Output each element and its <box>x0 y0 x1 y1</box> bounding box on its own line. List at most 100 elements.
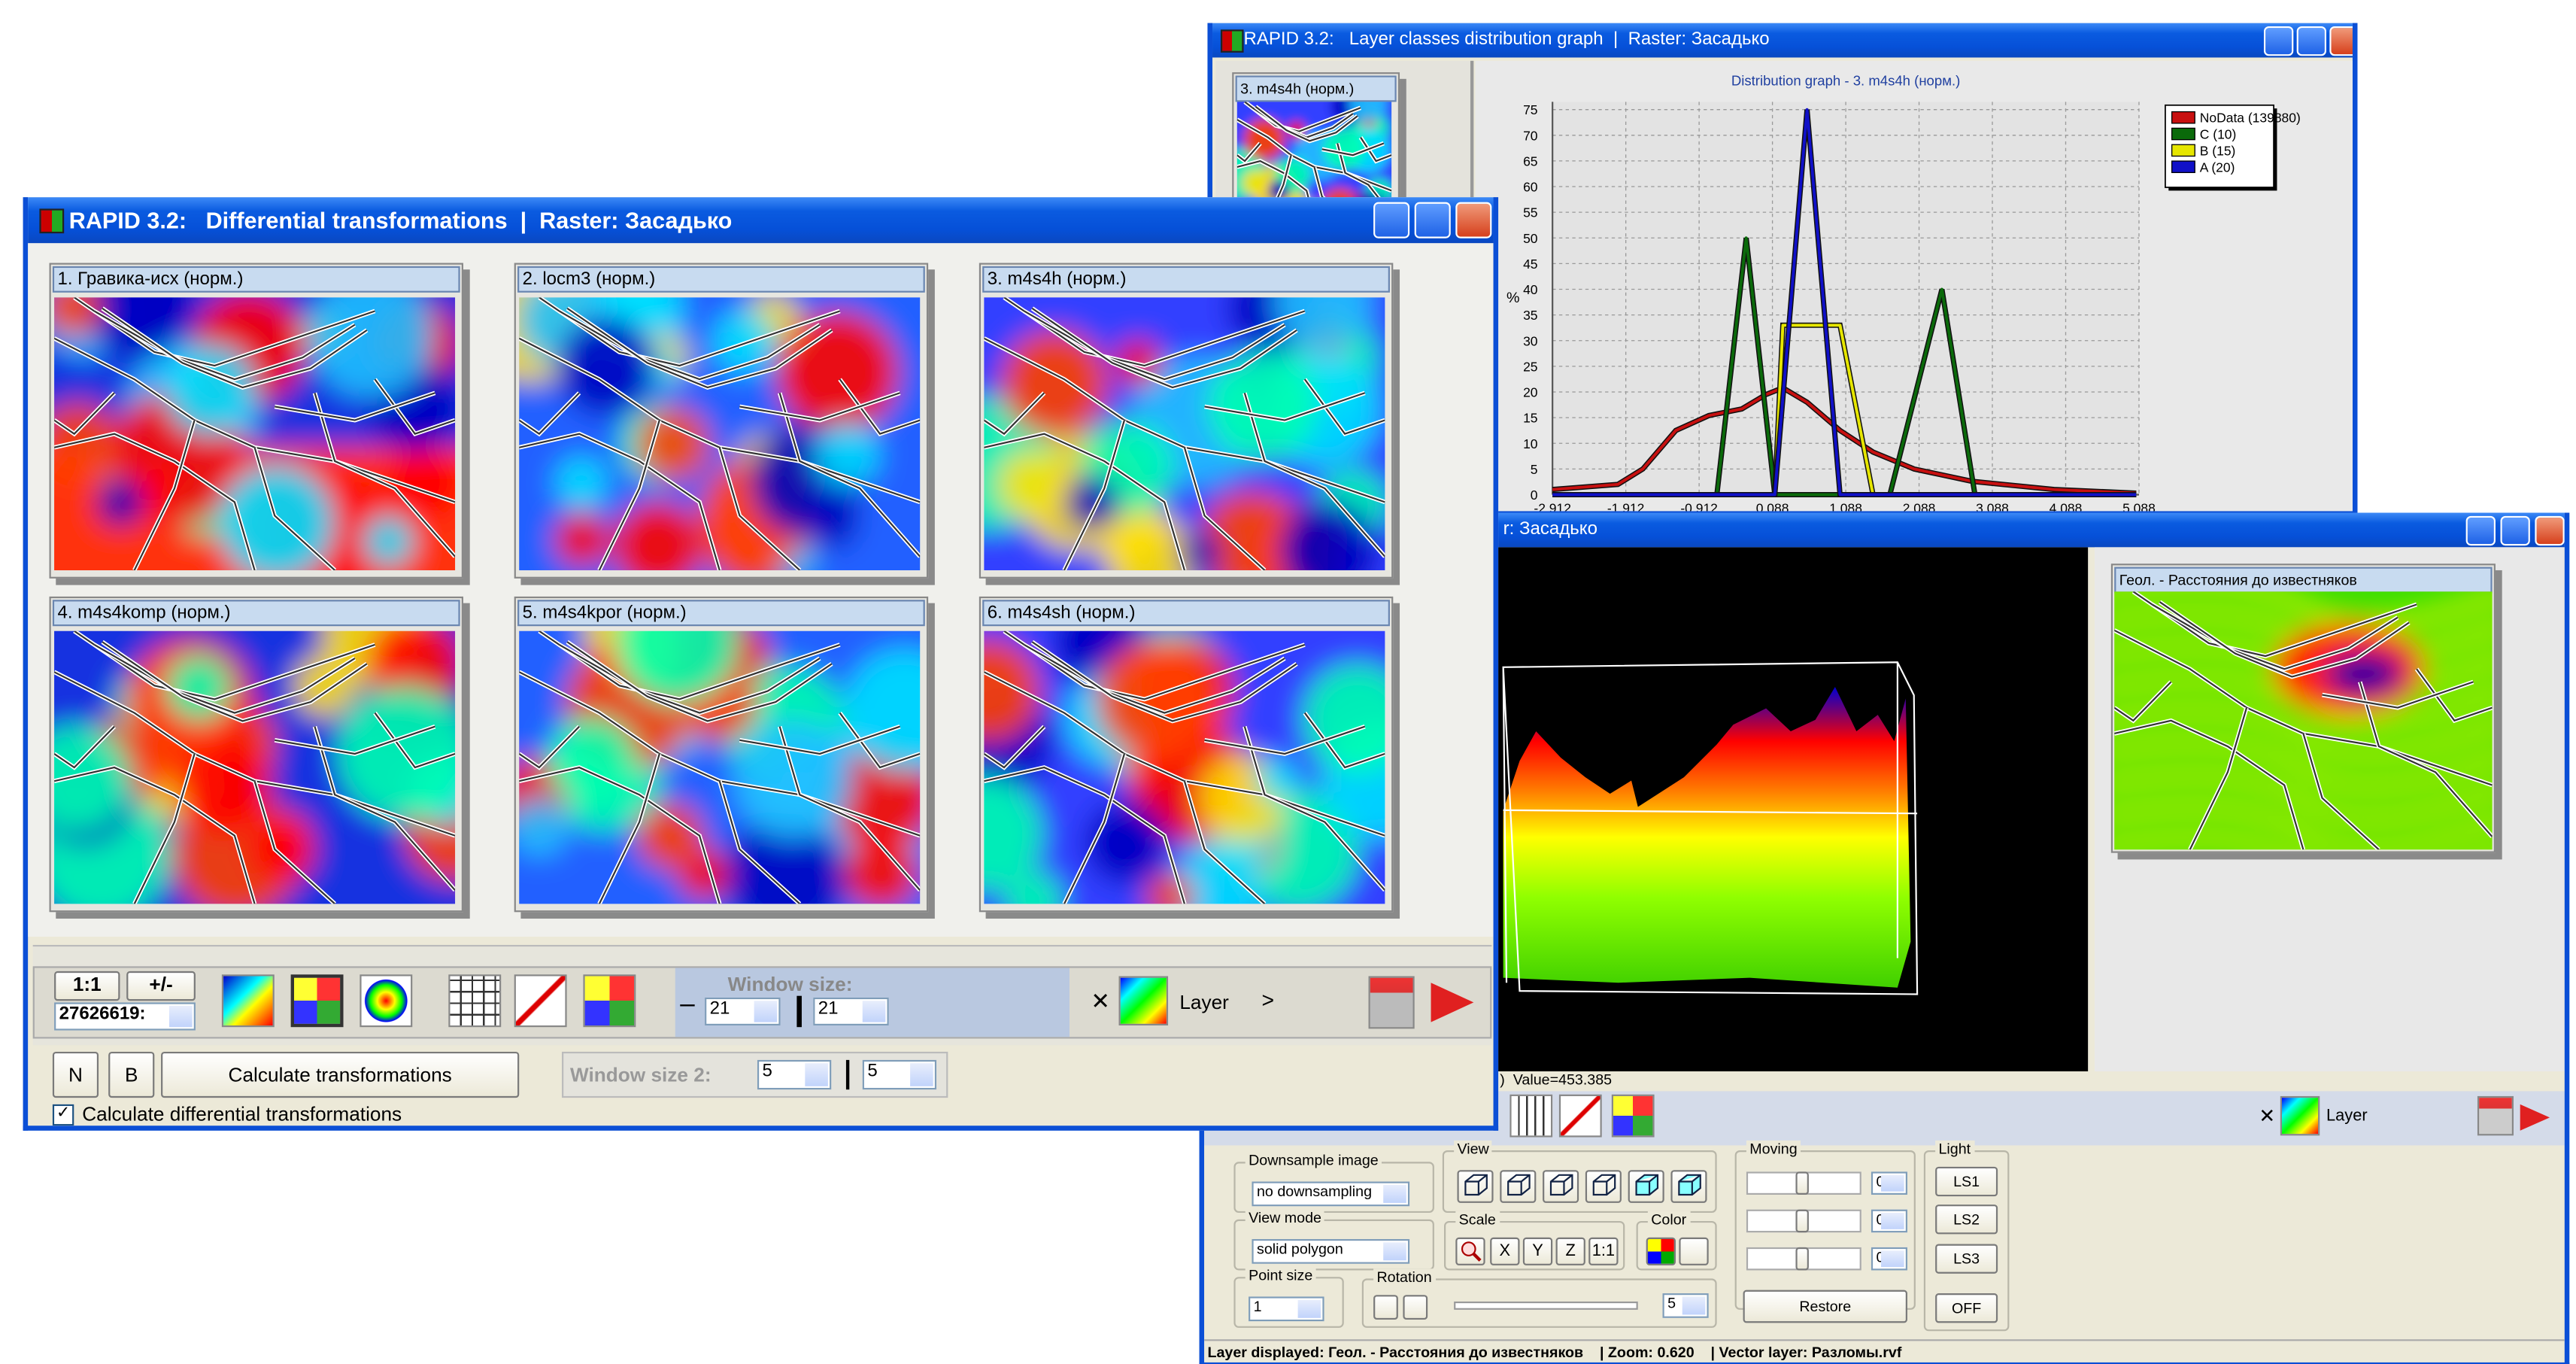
cube-icon <box>1635 1174 1659 1196</box>
zoom-button[interactable] <box>1455 1237 1485 1265</box>
fault-line <box>1024 310 1285 381</box>
view-group: View <box>1442 1140 1717 1214</box>
maximize-button[interactable] <box>2500 515 2530 546</box>
layer-label[interactable]: Layer <box>1179 991 1229 1014</box>
checkbox-label[interactable]: Calculate differential transformations <box>82 1102 402 1126</box>
profile-tool[interactable] <box>514 974 567 1028</box>
raster-panel[interactable]: 1. Гравика-исх (норм.) <box>28 247 488 721</box>
zoom-button[interactable]: 1:1 <box>54 971 120 1001</box>
zoom-icon <box>1461 1241 1482 1262</box>
restore-button[interactable]: Restore <box>1743 1290 1907 1323</box>
scale-button[interactable]: X <box>1490 1237 1520 1265</box>
maximize-button[interactable] <box>2296 26 2326 56</box>
window-size2-b[interactable]: 5 <box>862 1059 937 1090</box>
rotation-input[interactable]: 5 <box>1662 1293 1709 1318</box>
window-size-b[interactable]: 21 <box>813 997 889 1026</box>
light-button[interactable]: OFF <box>1935 1293 1998 1323</box>
stop-button[interactable] <box>1403 1295 1428 1320</box>
classes-tool[interactable] <box>290 974 344 1028</box>
minimize-button[interactable] <box>2465 515 2496 546</box>
scale-select[interactable]: 27626619: <box>54 1002 196 1031</box>
map-tool[interactable] <box>221 974 275 1028</box>
layer-icon[interactable] <box>1118 976 1169 1026</box>
view-button[interactable] <box>1585 1170 1622 1203</box>
classes2-tool[interactable] <box>583 974 636 1028</box>
slider-thumb[interactable] <box>1795 1171 1809 1195</box>
view-button[interactable] <box>1500 1170 1537 1203</box>
close-layer-icon[interactable]: ✕ <box>1091 987 1111 1014</box>
fault-line <box>2189 707 2248 850</box>
side-map-panel[interactable]: Геол. - Расстояния до известняков <box>2081 558 2526 887</box>
checkbox[interactable]: ✓ <box>52 1104 74 1126</box>
group-label: Light <box>1935 1140 1974 1157</box>
run-arrow[interactable] <box>2520 1104 2550 1131</box>
light-button[interactable]: LS2 <box>1935 1205 1998 1235</box>
moving-input[interactable]: 0 <box>1871 1209 1907 1233</box>
slider-thumb[interactable] <box>1795 1209 1809 1233</box>
close-layer-icon[interactable]: ✕ <box>2259 1104 2276 1128</box>
plus-minus-button[interactable]: +/- <box>126 971 196 1001</box>
raster-panel[interactable]: 4. m4s4komp (норм.) <box>28 579 502 937</box>
x-tick-label: 3.088 <box>1976 501 2009 516</box>
raster-panel[interactable]: 6. m4s4sh (норм.) <box>929 596 1440 937</box>
rotation-slider[interactable] <box>1454 1301 1638 1310</box>
y-axis-label: % <box>1506 290 1519 306</box>
raster-panel[interactable]: 3. m4s4h (норм.) <box>924 251 1418 606</box>
fault-line <box>1303 378 1385 435</box>
close-button[interactable] <box>2329 26 2353 56</box>
moving-input[interactable]: 0 <box>1871 1171 1907 1195</box>
close-button[interactable] <box>2535 515 2565 546</box>
classes-tool[interactable] <box>1611 1094 1655 1138</box>
point-size-select[interactable]: 1 <box>1249 1296 1324 1322</box>
scale-button[interactable]: Z <box>1555 1237 1585 1265</box>
maximize-button[interactable] <box>1414 202 1451 238</box>
light-button[interactable]: LS3 <box>1935 1244 1998 1274</box>
view-mode-select[interactable]: solid polygon <box>1252 1238 1410 1264</box>
delete-tool[interactable] <box>2477 1095 2514 1136</box>
moving-group: Moving 0 0 0 <box>1734 1140 1916 1310</box>
view-button[interactable] <box>1628 1170 1664 1203</box>
n-button[interactable]: N <box>52 1051 99 1098</box>
delete-tool[interactable] <box>1368 976 1415 1029</box>
view-button[interactable] <box>1543 1170 1579 1203</box>
slider-thumb[interactable] <box>1795 1247 1809 1271</box>
fault-line <box>2113 719 2304 850</box>
calculate-button[interactable]: Calculate transformations <box>161 1051 520 1098</box>
window-size-a[interactable]: 21 <box>705 997 781 1026</box>
distribution-chart: Distribution graph - 3. m4s4h (норм.)% 0 5… <box>1506 73 2301 516</box>
window-size2-a[interactable]: 5 <box>757 1059 832 1090</box>
view-button[interactable] <box>1670 1170 1707 1203</box>
profile-tool[interactable] <box>1558 1094 1602 1138</box>
layer-icon[interactable] <box>2280 1095 2320 1136</box>
fault-line <box>93 310 356 381</box>
run-arrow[interactable] <box>1431 983 1474 1022</box>
close-button[interactable] <box>1455 202 1492 238</box>
layer-label[interactable]: Layer <box>2326 1107 2368 1126</box>
blob <box>1096 639 1216 760</box>
light-button[interactable]: LS1 <box>1935 1166 1998 1197</box>
fault-line <box>133 753 196 904</box>
moving-input[interactable]: 0 <box>1871 1247 1907 1271</box>
y-tick-label: 15 <box>1523 411 1537 426</box>
window-size2-box: Window size 2: 5 5 <box>562 1051 948 1098</box>
scale-button[interactable]: Y <box>1522 1237 1553 1265</box>
view-button[interactable] <box>1457 1170 1494 1203</box>
fault-line <box>253 447 335 571</box>
grid-tool[interactable] <box>1509 1094 1553 1138</box>
next-arrow[interactable]: > <box>1261 987 1275 1013</box>
scale-button[interactable]: 1:1 <box>1588 1237 1619 1265</box>
palette-button[interactable] <box>1646 1237 1676 1265</box>
downsample-select[interactable]: no downsampling <box>1252 1181 1410 1207</box>
minimize-button[interactable] <box>2263 26 2294 56</box>
b-button[interactable]: B <box>108 1051 155 1098</box>
minimize-button[interactable] <box>1373 202 1410 238</box>
blob <box>368 615 463 710</box>
fault-line <box>984 766 1185 904</box>
color-button[interactable] <box>1679 1237 1709 1265</box>
contour-tool[interactable] <box>360 974 413 1028</box>
raster-panel[interactable]: 5. m4s4kpor (норм.) <box>486 581 966 939</box>
raster-panel[interactable]: 2. locm3 (норм.) <box>468 254 953 603</box>
grid-tool[interactable] <box>448 974 502 1028</box>
play-button[interactable] <box>1373 1295 1398 1320</box>
